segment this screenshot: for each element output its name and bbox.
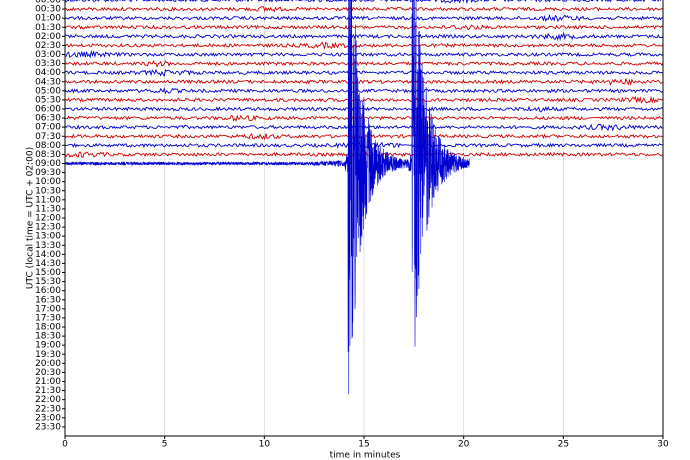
y-tick-label: 14:00 [35,250,61,260]
y-tick-label: 21:30 [35,386,61,396]
y-tick-label: 14:30 [35,259,61,269]
y-tick-label: 19:30 [35,350,61,360]
trace [65,68,663,77]
x-tick-label: 5 [162,440,168,450]
y-tick-label: 11:00 [35,195,61,205]
y-tick-label: 20:30 [35,368,61,378]
y-tick-label: 11:30 [35,204,61,214]
y-tick-label: 08:30 [35,150,61,160]
y-tick-label: 01:30 [35,23,61,33]
y-tick-label: 13:00 [35,232,61,242]
y-tick-label: 03:30 [35,59,61,69]
grid [64,0,664,436]
y-tick-label: 00:00 [35,0,61,6]
y-tick-label: 09:00 [35,159,61,169]
trace [65,31,663,41]
labels: 0 5 10 15 20 25 30 00:0000:3001:0001:3002:0002:… [35,0,669,450]
y-tick-label: 09:30 [35,168,61,178]
y-tick-label: 20:00 [35,359,61,369]
y-tick-label: 22:30 [35,404,61,414]
y-tick-label: 02:30 [35,41,61,51]
trace [65,87,663,95]
y-tick-label: 18:00 [35,323,61,333]
y-tick-label: 13:30 [35,241,61,251]
y-tick-label: 05:00 [35,86,61,96]
y-tick-label: 15:00 [35,268,61,278]
y-tick-label: 22:00 [35,395,61,405]
y-tick-label: 07:30 [35,132,61,142]
y-tick-label: 08:00 [35,141,61,151]
y-tick-label: 01:00 [35,14,61,24]
y-tick-label: 10:30 [35,186,61,196]
x-tick-label: 10 [259,440,271,450]
y-tick-label: 02:00 [35,32,61,42]
y-tick-label: 10:00 [35,177,61,187]
y-axis-label: UTC (local time = UTC + 02:00) [26,147,36,289]
y-tick-label: 16:30 [35,295,61,305]
y-tick-label: 17:30 [35,313,61,323]
y-tick-label: 04:00 [35,68,61,78]
y-tick-label: 23:30 [35,422,61,432]
traces [65,0,663,395]
y-tick-label: 19:00 [35,341,61,351]
trace [65,24,663,31]
x-axis-label: time in minutes [330,451,401,460]
trace [65,59,663,68]
trace [65,0,470,395]
trace [65,41,663,51]
x-tick-label: 25 [558,440,569,450]
y-tick-label: 12:00 [35,214,61,224]
x-tick-label: 0 [62,440,68,450]
y-tick-label: 03:00 [35,50,61,60]
y-tick-label: 05:30 [35,95,61,105]
x-tick-label: 15 [358,440,369,450]
y-tick-label: 12:30 [35,223,61,233]
trace [65,6,663,13]
y-tick-label: 00:30 [35,5,61,15]
y-tick-label: 16:00 [35,286,61,296]
y-tick-label: 21:00 [35,377,61,387]
y-tick-label: 06:30 [35,114,61,124]
y-tick-label: 07:00 [35,123,61,133]
y-tick-label: 18:30 [35,332,61,342]
y-tick-label: 15:30 [35,277,61,287]
trace [65,49,663,59]
trace [65,13,663,23]
y-tick-label: 17:00 [35,304,61,314]
x-tick-label: 30 [657,440,669,450]
y-tick-label: 06:00 [35,105,61,115]
trace [65,0,662,5]
trace [65,77,663,87]
y-tick-label: 23:00 [35,413,61,423]
y-tick-label: 04:30 [35,77,61,87]
x-tick-label: 20 [458,440,470,450]
